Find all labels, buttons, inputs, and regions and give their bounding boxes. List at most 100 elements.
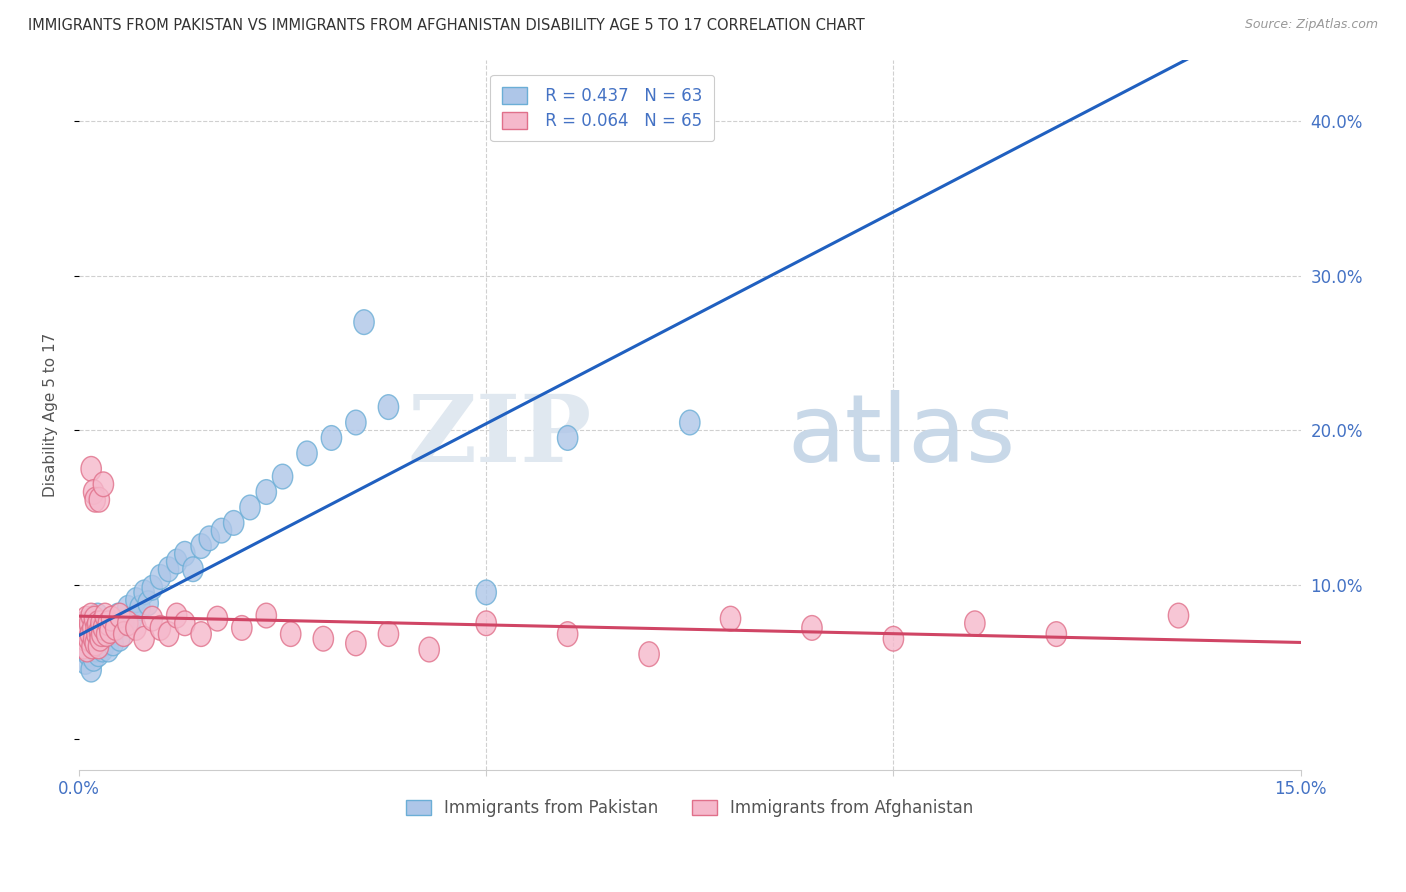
Ellipse shape [114,622,134,647]
Ellipse shape [79,611,100,636]
Ellipse shape [76,607,97,631]
Ellipse shape [82,603,101,628]
Ellipse shape [297,441,318,466]
Ellipse shape [166,603,187,628]
Ellipse shape [83,647,104,671]
Ellipse shape [84,615,105,640]
Ellipse shape [73,634,94,659]
Ellipse shape [965,611,986,636]
Ellipse shape [89,487,110,512]
Ellipse shape [801,615,823,640]
Ellipse shape [100,619,120,643]
Ellipse shape [477,611,496,636]
Ellipse shape [87,603,108,628]
Ellipse shape [82,634,103,659]
Ellipse shape [378,622,399,647]
Ellipse shape [79,642,98,666]
Ellipse shape [256,480,277,504]
Ellipse shape [118,596,138,620]
Ellipse shape [72,622,91,647]
Ellipse shape [108,603,128,628]
Ellipse shape [75,615,94,640]
Ellipse shape [91,611,111,636]
Ellipse shape [125,615,146,640]
Ellipse shape [110,603,129,628]
Ellipse shape [73,637,93,662]
Ellipse shape [134,580,155,605]
Ellipse shape [321,425,342,450]
Ellipse shape [232,615,252,640]
Ellipse shape [93,472,114,497]
Ellipse shape [314,626,333,651]
Ellipse shape [142,575,163,600]
Ellipse shape [84,626,104,651]
Ellipse shape [105,615,125,640]
Ellipse shape [129,596,150,620]
Ellipse shape [89,634,108,659]
Ellipse shape [84,607,104,631]
Ellipse shape [378,395,399,419]
Ellipse shape [98,637,118,662]
Ellipse shape [87,611,108,636]
Ellipse shape [73,615,93,640]
Ellipse shape [83,626,104,651]
Ellipse shape [211,518,232,543]
Ellipse shape [159,622,179,647]
Ellipse shape [94,611,114,636]
Ellipse shape [477,580,496,605]
Ellipse shape [1168,603,1188,628]
Ellipse shape [75,611,94,636]
Ellipse shape [174,541,195,566]
Ellipse shape [93,637,112,662]
Ellipse shape [150,565,170,590]
Ellipse shape [191,622,211,647]
Ellipse shape [94,603,115,628]
Ellipse shape [79,622,100,647]
Ellipse shape [679,410,700,435]
Ellipse shape [86,637,107,662]
Ellipse shape [101,611,122,636]
Text: IMMIGRANTS FROM PAKISTAN VS IMMIGRANTS FROM AFGHANISTAN DISABILITY AGE 5 TO 17 C: IMMIGRANTS FROM PAKISTAN VS IMMIGRANTS F… [28,18,865,33]
Ellipse shape [91,622,112,647]
Ellipse shape [90,611,110,636]
Ellipse shape [82,657,101,682]
Ellipse shape [207,607,228,631]
Ellipse shape [557,622,578,647]
Ellipse shape [224,510,243,535]
Ellipse shape [174,611,195,636]
Ellipse shape [720,607,741,631]
Ellipse shape [281,622,301,647]
Ellipse shape [97,615,117,640]
Ellipse shape [87,622,107,647]
Ellipse shape [83,607,103,631]
Ellipse shape [89,642,108,666]
Ellipse shape [125,588,146,613]
Ellipse shape [638,642,659,666]
Ellipse shape [93,622,114,647]
Ellipse shape [134,626,155,651]
Ellipse shape [1046,622,1067,647]
Text: ZIP: ZIP [408,391,592,481]
Ellipse shape [84,487,105,512]
Ellipse shape [77,637,97,662]
Ellipse shape [86,615,107,640]
Ellipse shape [191,533,211,558]
Ellipse shape [256,603,277,628]
Ellipse shape [166,549,187,574]
Ellipse shape [118,611,138,636]
Ellipse shape [90,626,110,651]
Ellipse shape [91,619,112,643]
Ellipse shape [273,464,292,489]
Ellipse shape [94,631,115,656]
Ellipse shape [183,557,202,582]
Ellipse shape [76,626,96,651]
Ellipse shape [79,626,98,651]
Ellipse shape [82,619,101,643]
Ellipse shape [82,631,103,656]
Ellipse shape [100,622,120,647]
Ellipse shape [200,526,219,550]
Ellipse shape [105,615,125,640]
Ellipse shape [346,631,366,656]
Ellipse shape [82,457,101,481]
Ellipse shape [83,480,104,504]
